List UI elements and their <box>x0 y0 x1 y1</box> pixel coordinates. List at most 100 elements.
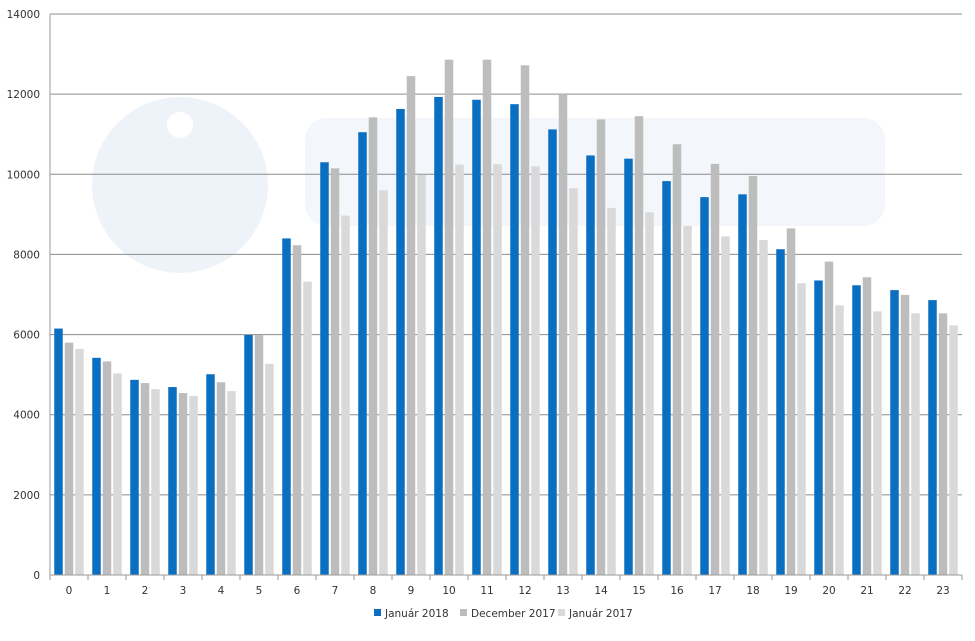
bar-series-2-cat-18 <box>759 240 768 575</box>
bar-series-1-cat-12 <box>520 65 530 575</box>
legend-label: Január 2017 <box>568 608 633 620</box>
bar-series-2-cat-2 <box>151 389 160 575</box>
bar-series-2-cat-9 <box>417 174 426 575</box>
x-tick-label: 22 <box>898 585 911 597</box>
bar-series-1-cat-22 <box>900 294 910 575</box>
bar-series-2-cat-5 <box>265 363 274 575</box>
y-tick-label: 8000 <box>13 249 40 261</box>
x-tick-label: 8 <box>370 585 377 597</box>
bar-series-0-cat-13 <box>548 129 557 575</box>
bar-series-1-cat-7 <box>330 168 340 575</box>
legend-item[interactable]: Január 2018 <box>374 608 449 620</box>
bar-series-1-cat-1 <box>102 361 112 575</box>
bar-series-2-cat-0 <box>75 349 84 575</box>
bar-series-1-cat-17 <box>710 163 720 575</box>
x-tick-label: 6 <box>294 585 301 597</box>
legend-item[interactable]: December 2017 <box>460 608 556 620</box>
bar-series-1-cat-2 <box>140 383 150 575</box>
bar-series-1-cat-10 <box>444 59 454 576</box>
bar-series-0-cat-17 <box>700 197 709 575</box>
x-tick-label: 14 <box>594 585 608 597</box>
bar-series-2-cat-8 <box>379 190 388 575</box>
bar-series-1-cat-19 <box>786 228 796 575</box>
x-tick-label: 0 <box>66 585 73 597</box>
bar-series-2-cat-19 <box>797 283 806 575</box>
x-tick-label: 10 <box>442 585 455 597</box>
bars <box>54 59 958 576</box>
bar-series-2-cat-11 <box>493 164 502 575</box>
x-tick-label: 5 <box>256 585 263 597</box>
watermark-dot <box>167 112 193 138</box>
bar-series-0-cat-15 <box>624 158 633 575</box>
bar-series-1-cat-8 <box>368 117 378 575</box>
legend-item[interactable]: Január 2017 <box>558 608 633 620</box>
bar-series-1-cat-13 <box>558 94 568 575</box>
bar-series-2-cat-13 <box>569 188 578 575</box>
bar-series-0-cat-8 <box>358 132 367 575</box>
bar-series-1-cat-6 <box>292 245 302 575</box>
y-axis-tick-labels: 0 2000 4000 6000 8000 10000 12000 14000 <box>7 9 40 582</box>
bar-series-2-cat-22 <box>911 313 920 575</box>
x-tick-label: 23 <box>936 585 949 597</box>
bar-series-0-cat-23 <box>928 300 937 575</box>
bar-series-2-cat-3 <box>189 395 198 575</box>
bar-series-2-cat-6 <box>303 281 312 575</box>
bar-series-1-cat-14 <box>596 119 606 575</box>
bar-series-0-cat-11 <box>472 99 481 575</box>
bar-series-0-cat-21 <box>852 285 861 575</box>
x-tick-label: 7 <box>332 585 339 597</box>
x-tick-label: 17 <box>708 585 721 597</box>
bar-series-1-cat-23 <box>938 313 948 575</box>
legend-swatch <box>374 609 381 616</box>
legend-swatch <box>558 609 565 616</box>
y-tick-label: 6000 <box>13 330 40 342</box>
gridlines <box>50 13 962 496</box>
x-tick-label: 13 <box>556 585 569 597</box>
y-tick-label: 2000 <box>13 490 40 502</box>
x-tick-label: 2 <box>142 585 149 597</box>
x-tick-label: 11 <box>480 585 493 597</box>
bar-series-2-cat-10 <box>455 164 464 576</box>
x-tick-label: 18 <box>746 585 759 597</box>
x-tick-label: 1 <box>104 585 111 597</box>
bar-series-1-cat-16 <box>672 144 682 576</box>
x-tick-label: 16 <box>670 585 684 597</box>
bar-series-1-cat-4 <box>216 382 226 575</box>
bar-series-2-cat-1 <box>113 373 122 575</box>
bar-series-1-cat-0 <box>64 342 74 575</box>
bar-series-0-cat-12 <box>510 104 519 575</box>
legend-swatch <box>460 609 467 616</box>
watermark-circle <box>92 97 268 273</box>
bar-series-1-cat-9 <box>406 76 416 576</box>
bar-series-1-cat-3 <box>178 393 188 575</box>
bar-series-2-cat-17 <box>721 236 730 575</box>
bar-series-0-cat-3 <box>168 387 177 575</box>
bar-series-2-cat-15 <box>645 212 654 575</box>
y-tick-label: 12000 <box>7 89 40 101</box>
bar-series-0-cat-1 <box>92 357 101 575</box>
bar-series-0-cat-9 <box>396 108 405 575</box>
bar-series-2-cat-4 <box>227 391 236 575</box>
bar-series-0-cat-0 <box>54 328 63 575</box>
legend-label: Január 2018 <box>384 608 449 620</box>
bar-series-2-cat-12 <box>531 166 540 575</box>
y-tick-label: 4000 <box>13 410 40 422</box>
legend: Január 2018 December 2017 Január 2017 <box>374 608 633 620</box>
bar-series-0-cat-4 <box>206 374 215 575</box>
bar-series-0-cat-6 <box>282 238 291 575</box>
bar-series-2-cat-14 <box>607 207 616 575</box>
legend-label: December 2017 <box>471 608 556 620</box>
x-tick-label: 21 <box>860 585 873 597</box>
bar-series-0-cat-5 <box>244 334 253 575</box>
bar-series-0-cat-19 <box>776 249 785 575</box>
bar-series-2-cat-20 <box>835 305 844 575</box>
axes <box>49 14 963 580</box>
x-tick-label: 4 <box>218 585 225 597</box>
bar-series-0-cat-14 <box>586 155 595 575</box>
x-axis-tick-labels: 0 1 2 3 4 5 6 7 8 9 10 11 12 13 14 15 16 17 18 19 20 21 22 23 <box>66 585 950 597</box>
x-tick-label: 12 <box>518 585 531 597</box>
bar-series-0-cat-16 <box>662 181 671 575</box>
y-tick-label: 0 <box>33 570 40 582</box>
